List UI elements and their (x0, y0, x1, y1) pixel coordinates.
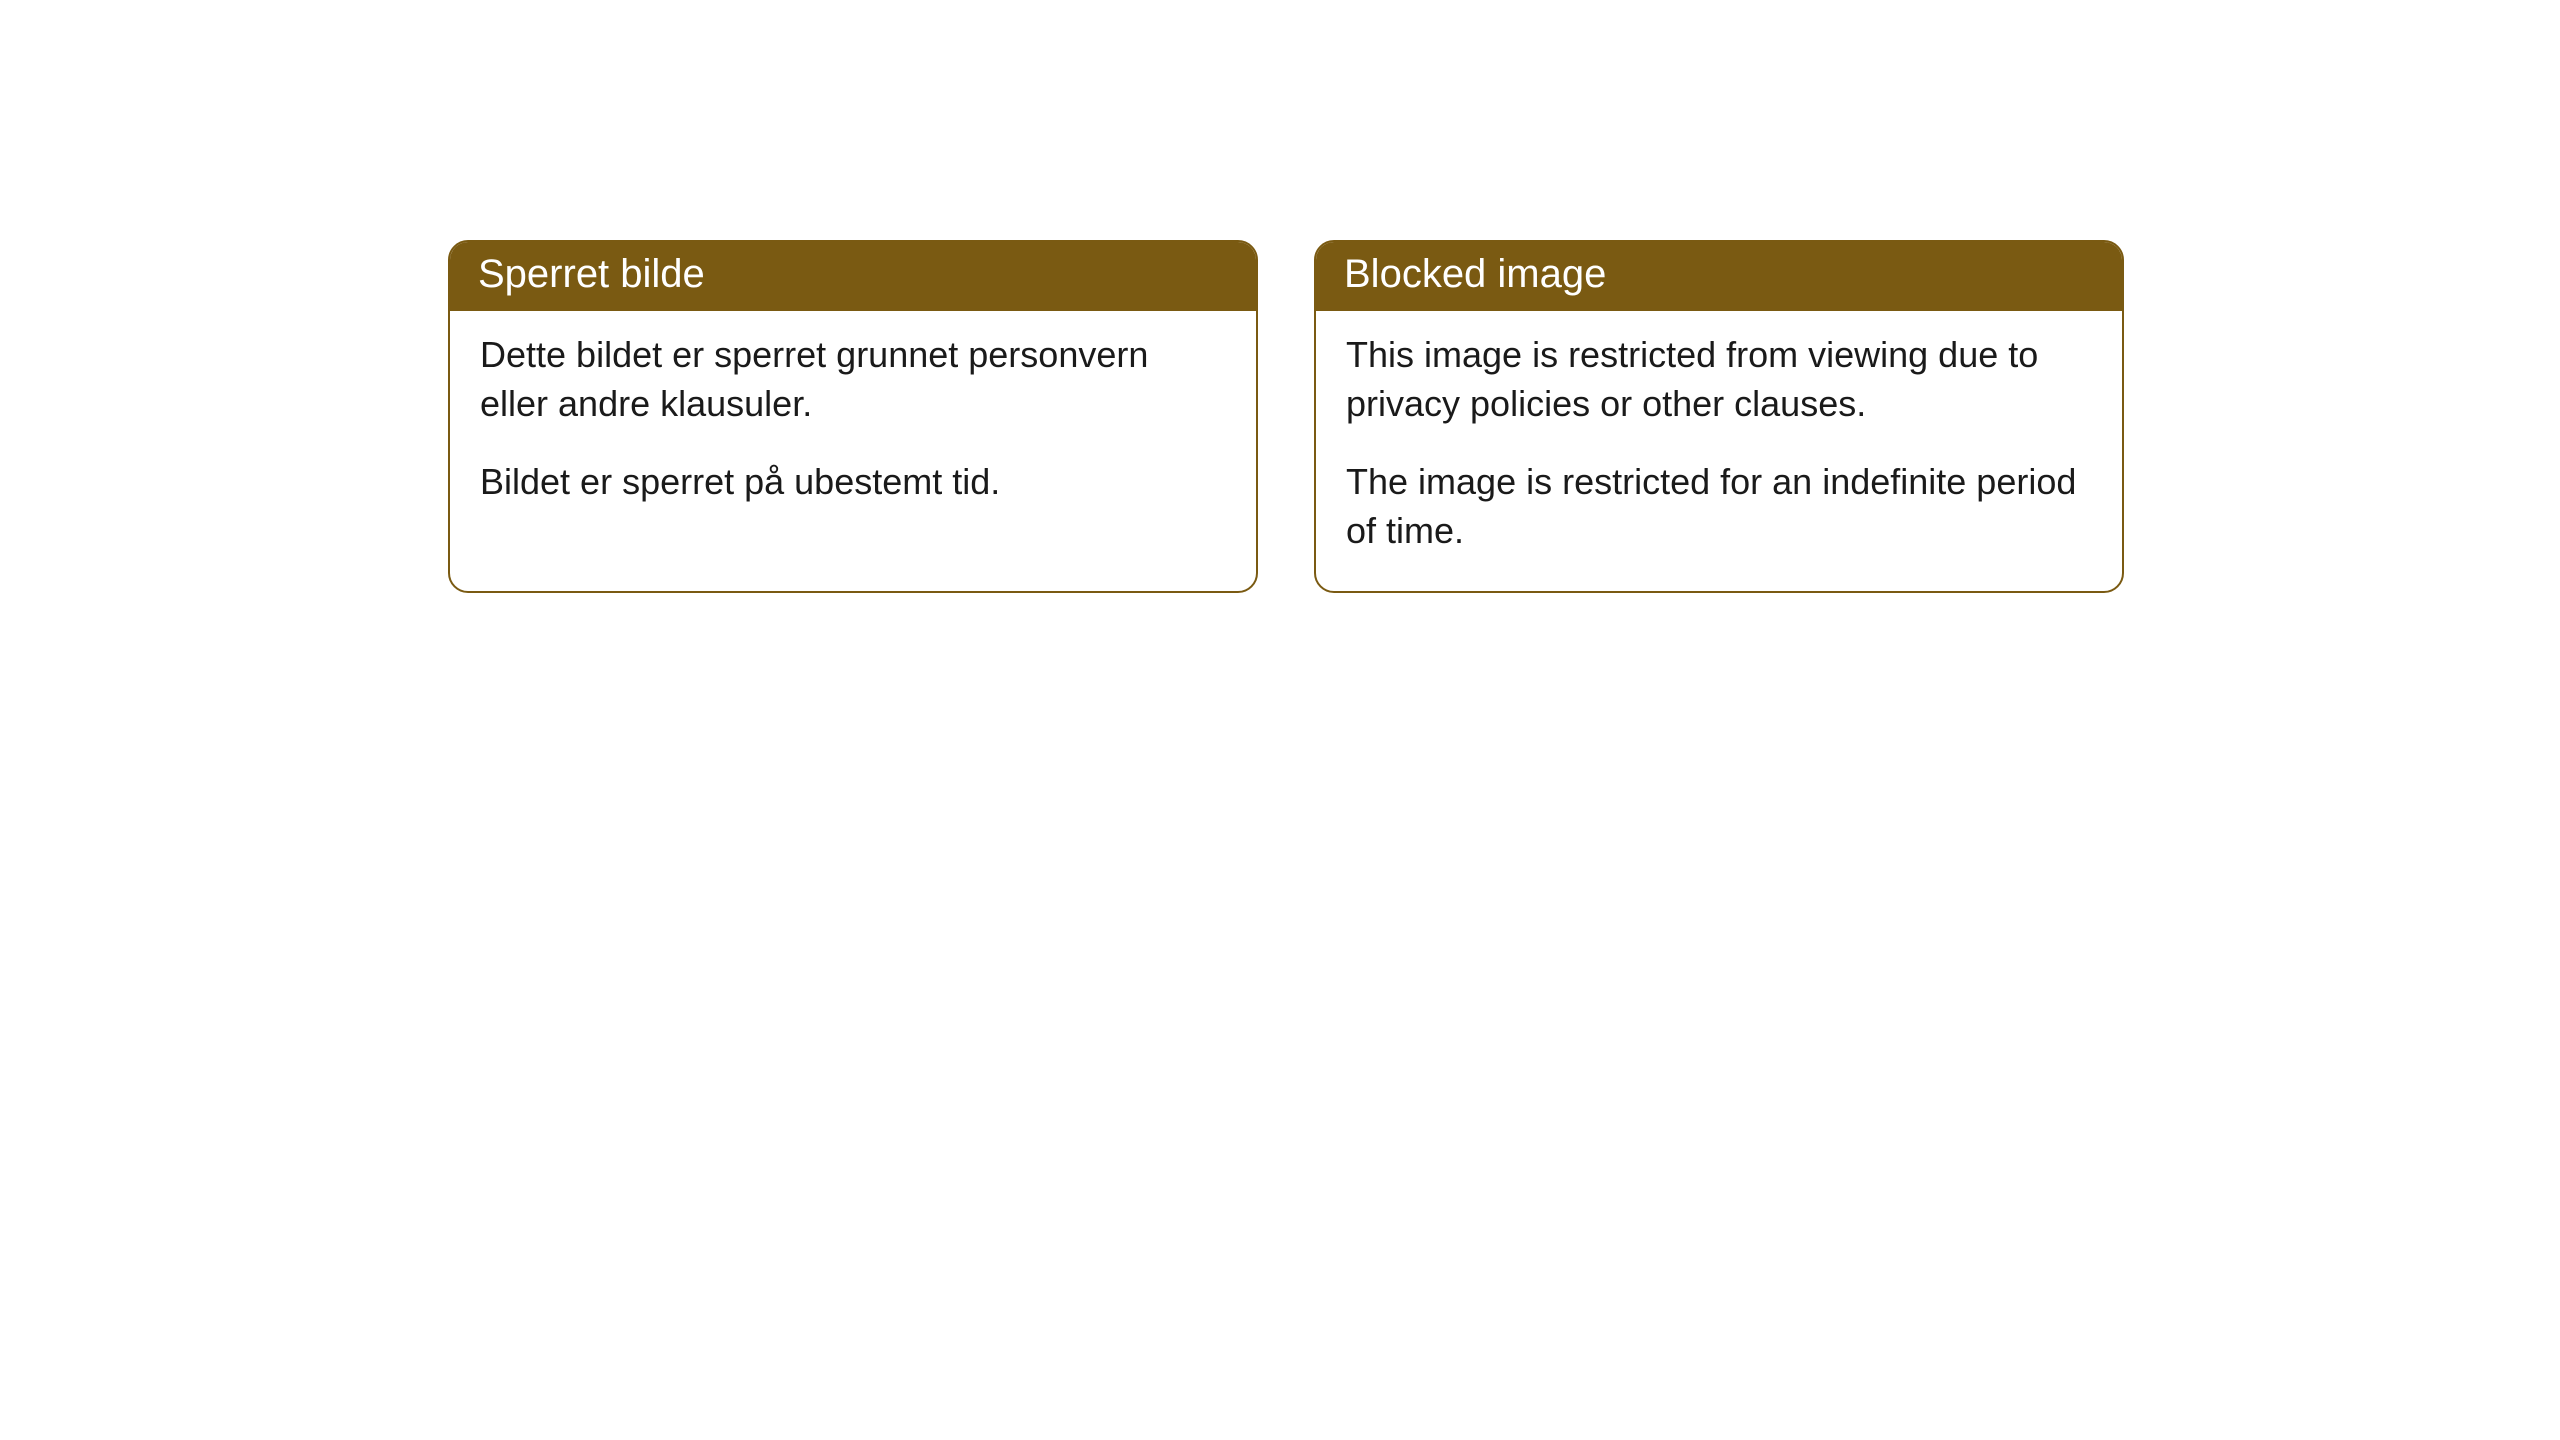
notice-card-norwegian: Sperret bilde Dette bildet er sperret gr… (448, 240, 1258, 593)
card-paragraph: This image is restricted from viewing du… (1346, 331, 2092, 428)
card-paragraph: Bildet er sperret på ubestemt tid. (480, 458, 1226, 507)
card-paragraph: The image is restricted for an indefinit… (1346, 458, 2092, 555)
card-body: This image is restricted from viewing du… (1316, 311, 2122, 591)
notice-card-english: Blocked image This image is restricted f… (1314, 240, 2124, 593)
card-body: Dette bildet er sperret grunnet personve… (450, 311, 1256, 543)
card-header: Sperret bilde (450, 242, 1256, 311)
card-paragraph: Dette bildet er sperret grunnet personve… (480, 331, 1226, 428)
notice-cards-container: Sperret bilde Dette bildet er sperret gr… (448, 240, 2124, 593)
card-title: Sperret bilde (478, 252, 705, 296)
card-title: Blocked image (1344, 252, 1606, 296)
card-header: Blocked image (1316, 242, 2122, 311)
